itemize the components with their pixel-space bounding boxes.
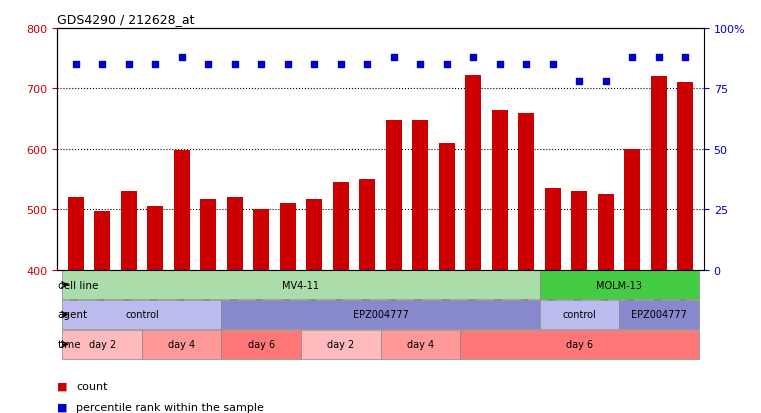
Point — [573, 78, 585, 85]
Bar — [62, 271, 540, 299]
Bar — [359, 180, 375, 270]
Bar — [465, 76, 481, 270]
Point — [308, 62, 320, 69]
Bar — [301, 330, 380, 359]
Bar — [94, 211, 110, 270]
Bar — [386, 121, 402, 270]
Point — [653, 55, 665, 61]
Text: ■: ■ — [57, 402, 68, 412]
Bar — [598, 195, 614, 270]
Text: count: count — [76, 381, 107, 391]
Bar — [62, 330, 142, 359]
Point — [149, 62, 161, 69]
Text: time: time — [58, 339, 81, 349]
Point — [414, 62, 426, 69]
Bar — [147, 207, 163, 270]
Point — [123, 62, 135, 69]
Text: day 6: day 6 — [565, 339, 593, 349]
Bar — [62, 300, 221, 329]
Text: EPZ004777: EPZ004777 — [352, 310, 409, 320]
Bar — [380, 330, 460, 359]
Point — [255, 62, 267, 69]
Bar — [540, 271, 699, 299]
Point — [600, 78, 612, 85]
Bar — [227, 197, 243, 270]
Text: control: control — [562, 310, 596, 320]
Point — [176, 55, 188, 61]
Bar — [333, 183, 349, 270]
Bar — [221, 300, 540, 329]
Point — [546, 62, 559, 69]
Point — [228, 62, 240, 69]
Point — [494, 62, 506, 69]
Bar — [200, 199, 216, 270]
Bar — [677, 83, 693, 270]
Point — [361, 62, 374, 69]
Bar — [121, 192, 137, 270]
Point — [626, 55, 638, 61]
Point — [387, 55, 400, 61]
Text: percentile rank within the sample: percentile rank within the sample — [76, 402, 264, 412]
Point — [467, 55, 479, 61]
Bar — [439, 143, 455, 270]
Point — [335, 62, 347, 69]
Point — [282, 62, 294, 69]
Text: MOLM-13: MOLM-13 — [596, 280, 642, 290]
Text: GDS4290 / 212628_at: GDS4290 / 212628_at — [57, 13, 195, 26]
Bar — [306, 199, 322, 270]
Bar — [651, 77, 667, 270]
Bar — [253, 210, 269, 270]
Text: ■: ■ — [57, 381, 68, 391]
Text: agent: agent — [58, 310, 88, 320]
Text: day 6: day 6 — [247, 339, 275, 349]
Text: day 4: day 4 — [406, 339, 434, 349]
Point — [69, 62, 81, 69]
Text: day 2: day 2 — [327, 339, 355, 349]
Text: day 2: day 2 — [88, 339, 116, 349]
Bar — [572, 192, 587, 270]
Text: EPZ004777: EPZ004777 — [631, 310, 686, 320]
Text: cell line: cell line — [58, 280, 98, 290]
Bar — [460, 330, 699, 359]
Text: control: control — [125, 310, 159, 320]
Point — [680, 55, 692, 61]
Point — [521, 62, 533, 69]
Bar — [174, 151, 189, 270]
Point — [441, 62, 453, 69]
Bar — [624, 150, 640, 270]
Bar — [492, 110, 508, 270]
Bar — [280, 204, 296, 270]
Text: MV4-11: MV4-11 — [282, 280, 320, 290]
Bar — [412, 121, 428, 270]
Bar — [142, 330, 221, 359]
Bar — [540, 300, 619, 329]
Text: day 4: day 4 — [168, 339, 196, 349]
Point — [96, 62, 108, 69]
Bar — [68, 198, 84, 270]
Bar — [619, 300, 699, 329]
Bar — [518, 113, 534, 270]
Bar — [545, 189, 561, 270]
Bar — [221, 330, 301, 359]
Point — [202, 62, 215, 69]
